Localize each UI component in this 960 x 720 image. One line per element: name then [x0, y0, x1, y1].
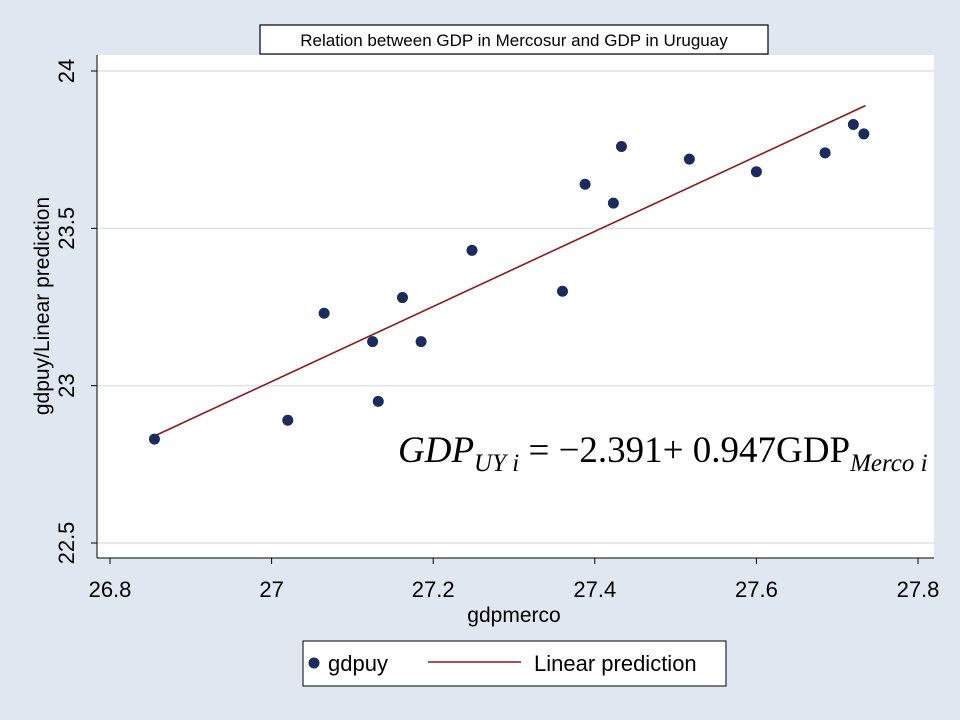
- y-axis-title: gdpuy/Linear prediction: [31, 197, 54, 415]
- gdpuy-point: [372, 395, 384, 407]
- gdpuy-point: [847, 118, 859, 130]
- y-tick-label: 22.5: [54, 522, 79, 565]
- y-tick-label: 23: [54, 373, 79, 397]
- legend: gdpuy Linear prediction: [302, 640, 727, 687]
- x-tick-label: 27: [259, 577, 283, 602]
- plot-region-background: [97, 55, 934, 558]
- gdpuy-point: [396, 292, 408, 304]
- axes: 22.5 23 23.5 24 26.8 27 27.2 27.4 27.6 27.8: [54, 55, 939, 602]
- chart-marks: [148, 104, 870, 445]
- chart-title-box: [259, 24, 769, 55]
- gdpuy-point: [318, 307, 330, 319]
- chart-title-text: Relation between GDP in Mercosur and GDP…: [300, 31, 728, 50]
- equation-rhs-subscript: Merco i: [849, 450, 928, 477]
- y-tick-label: 23.5: [54, 207, 79, 250]
- legend-marker-gdpuy: [308, 657, 320, 669]
- linear-prediction-line: [154, 104, 866, 437]
- gdpuy-point: [148, 433, 160, 445]
- gdpuy-point: [466, 244, 478, 256]
- equation-rhs: = −2.391+ 0.947GDP: [519, 430, 850, 471]
- x-tick-label: 27.2: [412, 577, 455, 602]
- gdpuy-point: [858, 128, 870, 140]
- gdpuy-point: [750, 166, 762, 178]
- gdpuy-point: [556, 285, 568, 297]
- x-tick-label: 27.4: [573, 577, 616, 602]
- x-tick-label: 27.8: [897, 577, 940, 602]
- gdpuy-point: [607, 197, 619, 209]
- gdpuy-point: [282, 414, 294, 426]
- equation-lhs: GDP: [398, 430, 474, 471]
- chart-title: Relation between GDP in Mercosur and GDP…: [259, 24, 769, 55]
- gdpuy-point: [683, 153, 695, 165]
- gdpuy-point: [819, 147, 831, 159]
- x-axis-title: gdpmerco: [467, 604, 560, 627]
- gdpuy-point: [579, 178, 591, 190]
- legend-box: [302, 640, 727, 687]
- x-tick-label: 27.6: [735, 577, 778, 602]
- legend-label-linear-prediction: Linear prediction: [534, 651, 697, 676]
- x-tick-label: 26.8: [89, 577, 132, 602]
- gdpuy-point: [415, 336, 427, 348]
- equation-lhs-subscript: UY i: [474, 450, 519, 477]
- gridlines: [97, 70, 934, 544]
- gdpuy-point: [367, 336, 379, 348]
- legend-label-gdpuy: gdpuy: [328, 651, 388, 676]
- svg-text:GDPUY i = −2.391+ 0.947GDPMerc: GDPUY i = −2.391+ 0.947GDPMerco i: [398, 430, 928, 477]
- y-tick-label: 24: [54, 59, 79, 83]
- gdpuy-point: [615, 141, 627, 153]
- regression-equation: GDPUY i = −2.391+ 0.947GDPMerco i: [398, 430, 928, 477]
